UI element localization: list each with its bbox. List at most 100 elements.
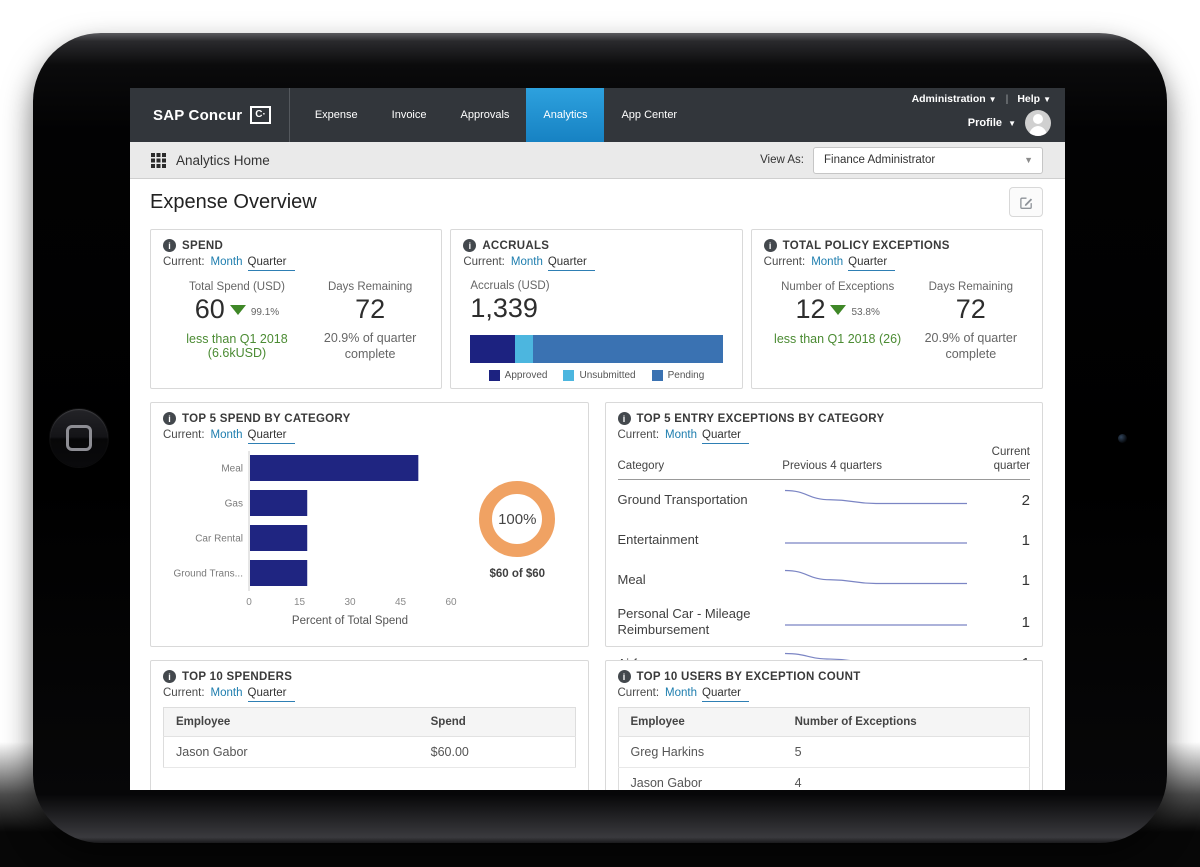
svg-text:60: 60 <box>445 597 457 608</box>
quarter-link-selected[interactable]: Quarter <box>247 687 295 702</box>
kpi-card-row: i SPEND Current: Month Quarter Total Spend… <box>150 229 1043 389</box>
profile-menu[interactable]: Profile ▼ <box>967 117 1016 129</box>
period-toggle: Current: Month Quarter <box>163 429 576 444</box>
legend-item: Approved <box>488 370 548 382</box>
svg-text:45: 45 <box>395 597 407 608</box>
quarter-link-selected[interactable]: Quarter <box>702 429 750 444</box>
quarter-progress-text: 20.9% of quarter complete <box>924 331 1018 362</box>
administration-menu[interactable]: Administration ▼ <box>911 93 997 105</box>
card-title: SPEND <box>182 239 224 252</box>
month-link[interactable]: Month <box>811 256 844 268</box>
current-quarter-value: 1 <box>1021 531 1030 549</box>
divider: | <box>1005 93 1009 105</box>
category-cell: Personal Car - Mileage Reimbursement <box>617 605 751 637</box>
info-icon[interactable]: i <box>617 670 631 683</box>
exception-count-cell: 4 <box>782 767 1030 790</box>
nav-right: Administration ▼ | Help ▼ Profile ▼ <box>898 88 1065 142</box>
period-toggle: Current: Month Quarter <box>618 429 1031 444</box>
category-cell: Entertainment <box>617 532 699 548</box>
table-row: Ground Transportation 2 <box>617 479 1030 520</box>
month-link[interactable]: Month <box>210 429 243 441</box>
table-header-row: Employee Number of Exceptions <box>618 707 1030 737</box>
chevron-down-icon: ▼ <box>1043 95 1051 104</box>
grid-menu-icon[interactable] <box>151 152 166 168</box>
legend-label: Unsubmitted <box>579 370 636 382</box>
profile-area: Profile ▼ <box>968 110 1051 136</box>
sparkline-cell <box>782 520 972 560</box>
card-title: TOP 10 SPENDERS <box>182 670 293 683</box>
current-quarter-value: 1 <box>1021 613 1030 631</box>
month-link[interactable]: Month <box>210 256 243 268</box>
app-screen: SAP Concur C· Expense Invoice Approvals … <box>130 88 1065 790</box>
month-link[interactable]: Month <box>665 429 698 441</box>
employee-cell: Greg Harkins <box>618 736 783 768</box>
chevron-down-icon: ▼ <box>1024 155 1033 165</box>
legend-label: Approved <box>504 370 548 382</box>
tab-analytics[interactable]: Analytics <box>526 88 605 142</box>
tab-approvals[interactable]: Approvals <box>460 109 510 121</box>
donut-chart: 100% <box>479 481 556 557</box>
nav-utility-links: Administration ▼ | Help ▼ <box>912 93 1051 105</box>
column-header-spend: Spend <box>418 707 575 737</box>
category-cell: Ground Transportation <box>617 492 748 508</box>
svg-text:0: 0 <box>246 597 252 608</box>
month-link[interactable]: Month <box>665 687 698 699</box>
edit-dashboard-button[interactable] <box>1009 187 1043 217</box>
svg-text:Ground Trans...: Ground Trans... <box>174 569 243 580</box>
page-title: Expense Overview <box>150 190 317 213</box>
spend-card: i SPEND Current: Month Quarter Total Spend… <box>150 229 443 389</box>
quarter-link-selected[interactable]: Quarter <box>848 256 896 271</box>
quarter-link-selected[interactable]: Quarter <box>547 256 595 271</box>
metric-value: 60 <box>194 294 225 324</box>
table-row: Meal 1 <box>618 560 1030 600</box>
tab-app-center[interactable]: App Center <box>621 109 678 121</box>
table-header-row: Employee Spend <box>163 707 575 737</box>
table-header-row: Category Previous 4 quarters Current quar… <box>617 445 1030 480</box>
exception-users-table: Employee Number of Exceptions Greg Harki… <box>617 707 1030 790</box>
month-link[interactable]: Month <box>210 687 243 699</box>
tab-invoice[interactable]: Invoice <box>391 109 427 121</box>
user-avatar[interactable] <box>1025 110 1051 136</box>
home-button[interactable] <box>50 409 108 467</box>
info-icon[interactable]: i <box>163 239 176 252</box>
view-as-select[interactable]: Finance Administrator ▼ <box>813 146 1043 174</box>
spend-progress-donut: 100% $60 of $60 <box>459 481 576 580</box>
info-icon[interactable]: i <box>617 412 631 425</box>
trend-sparkline <box>785 569 968 584</box>
svg-text:Meal: Meal <box>221 464 243 475</box>
sparkline-cell <box>782 479 972 520</box>
quarter-link-selected[interactable]: Quarter <box>247 256 295 271</box>
donut-center-label: 100% <box>498 510 537 528</box>
top-spenders-table: Employee Spend Jason Gabor $60.00 <box>163 707 576 768</box>
card-title: TOP 5 SPEND BY CATEGORY <box>182 412 351 425</box>
period-toggle: Current: Month Quarter <box>764 256 1030 271</box>
month-link[interactable]: Month <box>510 256 543 268</box>
quarter-link-selected[interactable]: Quarter <box>247 429 295 444</box>
info-icon[interactable]: i <box>763 239 777 252</box>
main-content: Expense Overview i SPEND <box>130 179 1065 790</box>
info-icon[interactable]: i <box>163 670 176 683</box>
policy-exceptions-card: i TOTAL POLICY EXCEPTIONS Current: Month Q… <box>750 229 1043 389</box>
concur-logo-icon: C· <box>250 106 271 124</box>
delta-percent: 53.8% <box>851 307 880 319</box>
legend-swatch-icon <box>651 370 663 382</box>
quarter-link-selected[interactable]: Quarter <box>702 687 750 702</box>
breadcrumb-title: Analytics Home <box>176 152 270 168</box>
info-icon[interactable]: i <box>163 412 176 425</box>
tab-expense[interactable]: Expense <box>314 109 358 121</box>
info-icon[interactable]: i <box>463 239 477 252</box>
column-header-employee: Employee <box>163 707 419 737</box>
exception-count-cell: 5 <box>782 736 1030 768</box>
bar-segment-unsubmitted <box>515 335 534 364</box>
column-header-category: Category <box>617 445 783 480</box>
chevron-down-icon: ▼ <box>988 95 997 104</box>
trend-down-icon <box>229 304 246 315</box>
brand-logo[interactable]: SAP Concur C· <box>130 88 290 142</box>
help-menu[interactable]: Help ▼ <box>1017 93 1051 105</box>
period-toggle: Current: Month Quarter <box>163 687 576 702</box>
svg-text:Percent of Total Spend: Percent of Total Spend <box>292 615 408 627</box>
metric-label: Total Spend (USD) <box>189 281 285 293</box>
delta-percent: 99.1% <box>250 307 280 319</box>
days-remaining-label: Days Remaining <box>928 281 1013 293</box>
top-spenders-card: i TOP 10 SPENDERS Current: Month Quarter E… <box>150 660 589 790</box>
